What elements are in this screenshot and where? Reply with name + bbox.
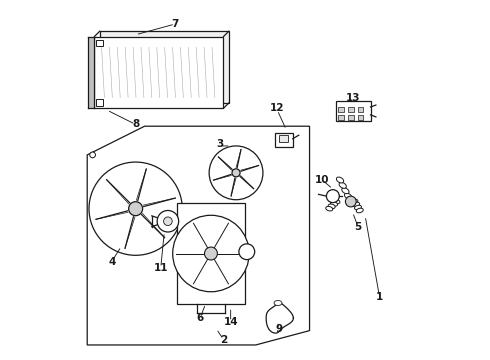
Ellipse shape <box>354 205 362 210</box>
Circle shape <box>89 162 182 255</box>
Text: 8: 8 <box>132 120 139 129</box>
Circle shape <box>164 217 172 226</box>
Polygon shape <box>266 303 294 333</box>
Bar <box>96 99 102 106</box>
Ellipse shape <box>356 208 363 213</box>
Circle shape <box>90 152 96 158</box>
Text: 12: 12 <box>270 103 285 113</box>
Text: 14: 14 <box>223 317 238 327</box>
Circle shape <box>204 247 218 260</box>
Text: 6: 6 <box>196 313 204 323</box>
Bar <box>95 37 223 108</box>
Ellipse shape <box>342 188 349 194</box>
Bar <box>177 203 245 304</box>
Bar <box>337 101 370 121</box>
Ellipse shape <box>274 301 282 306</box>
Ellipse shape <box>353 202 360 207</box>
Ellipse shape <box>337 177 343 183</box>
Text: 1: 1 <box>376 292 383 302</box>
Bar <box>100 31 229 103</box>
Circle shape <box>129 202 143 216</box>
Ellipse shape <box>326 206 333 211</box>
Text: 3: 3 <box>216 139 223 149</box>
Ellipse shape <box>347 199 354 204</box>
Bar <box>358 107 364 112</box>
Ellipse shape <box>331 202 338 206</box>
Text: 4: 4 <box>109 257 116 267</box>
Circle shape <box>172 215 249 292</box>
Bar <box>338 107 344 112</box>
Ellipse shape <box>333 199 340 204</box>
Circle shape <box>209 146 263 200</box>
Circle shape <box>326 190 339 203</box>
Bar <box>348 107 354 112</box>
Circle shape <box>157 211 179 232</box>
Bar <box>279 135 288 142</box>
Circle shape <box>232 169 240 177</box>
Bar <box>348 115 354 120</box>
Circle shape <box>345 196 356 207</box>
Text: 9: 9 <box>275 324 283 334</box>
Polygon shape <box>87 126 310 345</box>
Text: 5: 5 <box>354 222 362 231</box>
Ellipse shape <box>351 199 358 204</box>
Bar <box>275 133 293 147</box>
Text: 2: 2 <box>220 334 227 345</box>
Text: 11: 11 <box>153 263 168 273</box>
Text: 13: 13 <box>345 93 360 103</box>
Ellipse shape <box>339 183 346 188</box>
Bar <box>358 115 364 120</box>
Text: 7: 7 <box>172 19 179 29</box>
Bar <box>96 40 102 46</box>
Ellipse shape <box>344 193 352 199</box>
Ellipse shape <box>328 204 335 208</box>
Text: 10: 10 <box>315 175 329 185</box>
Circle shape <box>239 244 255 260</box>
Bar <box>338 115 344 120</box>
